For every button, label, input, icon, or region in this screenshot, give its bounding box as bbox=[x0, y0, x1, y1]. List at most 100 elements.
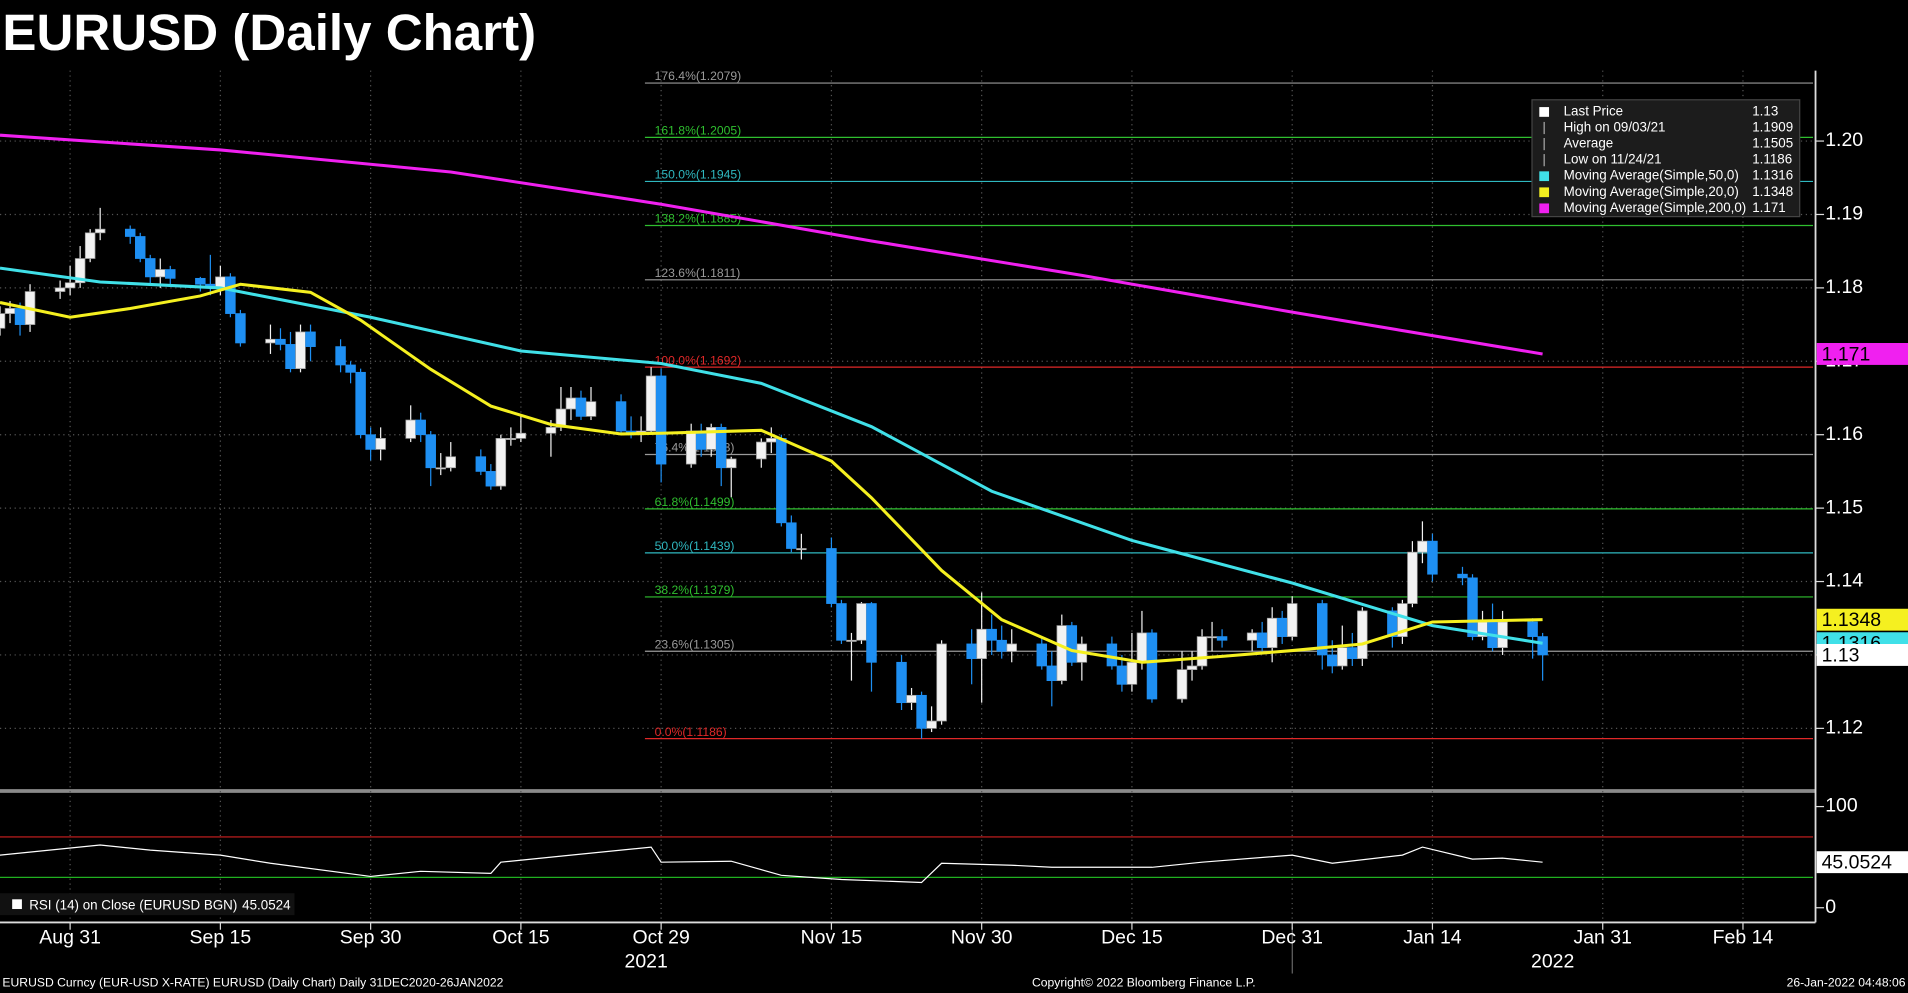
fib-label: 0.0%(1.1186) bbox=[655, 725, 727, 739]
candle-body bbox=[695, 430, 707, 450]
candle-body bbox=[966, 643, 977, 659]
x-tick-label: Dec 15 bbox=[1101, 926, 1163, 948]
legend-value: 1.171 bbox=[1752, 200, 1785, 215]
footer-left: EURUSD Curncy (EUR-USD X-RATE) EURUSD (D… bbox=[2, 975, 503, 989]
candle-body bbox=[235, 313, 246, 344]
rsi-line bbox=[0, 844, 1543, 884]
candle-body bbox=[435, 467, 446, 470]
moving-average-line bbox=[0, 266, 1543, 645]
rsi-y-tick-label: 100 bbox=[1825, 795, 1858, 817]
candle-body bbox=[976, 628, 987, 659]
legend-label: Moving Average(Simple,20,0) bbox=[1564, 184, 1739, 199]
y-tick-label: 1.20 bbox=[1825, 129, 1863, 151]
candle-body bbox=[1106, 643, 1118, 667]
candle-body bbox=[1126, 661, 1138, 685]
candle-body bbox=[285, 344, 296, 370]
candle-body bbox=[1347, 647, 1358, 659]
candle-body bbox=[1186, 665, 1198, 670]
candle-body bbox=[155, 269, 166, 278]
candle-body bbox=[1216, 636, 1228, 641]
fib-label: 100.0%(1.1692) bbox=[655, 353, 742, 367]
candle-body bbox=[1276, 617, 1288, 637]
candle-body bbox=[1246, 632, 1258, 641]
candle-body bbox=[756, 441, 767, 460]
ma-value-tag: 1.1348 bbox=[1822, 609, 1881, 631]
candle-body bbox=[1046, 665, 1058, 682]
candle-body bbox=[445, 456, 456, 469]
candle-body bbox=[1206, 636, 1218, 639]
x-tick-label: Sep 30 bbox=[340, 926, 402, 948]
candle-body bbox=[145, 258, 156, 278]
x-tick-label: Nov 15 bbox=[801, 926, 863, 948]
legend-swatch bbox=[1539, 107, 1550, 117]
candle-body bbox=[275, 338, 286, 345]
moving-average-line bbox=[0, 282, 1543, 664]
candle-body bbox=[1066, 625, 1078, 663]
legend-value: 1.13 bbox=[1752, 103, 1778, 118]
rsi-legend-box bbox=[0, 893, 295, 916]
candle-body bbox=[124, 228, 136, 237]
candle-body bbox=[565, 397, 577, 410]
candle-body bbox=[936, 643, 947, 722]
rsi-value-tag-box bbox=[1816, 851, 1908, 874]
candle-body bbox=[545, 427, 557, 434]
x-tick-label: Oct 15 bbox=[492, 926, 549, 948]
rsi-y-tick-label: 0 bbox=[1825, 896, 1836, 918]
x-tick-label: Oct 29 bbox=[632, 926, 689, 948]
candle-body bbox=[505, 438, 517, 440]
candle-body bbox=[655, 375, 667, 465]
y-tick-label: 1.18 bbox=[1825, 276, 1863, 298]
candle-body bbox=[1497, 621, 1508, 648]
fib-label: 161.8%(1.2005) bbox=[655, 124, 742, 138]
candle-body bbox=[295, 331, 306, 370]
candle-body bbox=[84, 232, 96, 259]
candle-body bbox=[906, 694, 917, 704]
legend-label: High on 09/03/21 bbox=[1564, 120, 1666, 135]
candle-body bbox=[225, 276, 236, 314]
y-tick-label: 1.15 bbox=[1825, 496, 1863, 518]
candle-body bbox=[1337, 647, 1348, 667]
candle-body bbox=[555, 408, 567, 428]
last-price-tag: 1.13 bbox=[1822, 644, 1860, 666]
fib-label: 61.8%(1.1499) bbox=[655, 495, 735, 509]
candle-body bbox=[1407, 551, 1418, 604]
candle-body bbox=[986, 628, 997, 641]
y-tick-label: 1.16 bbox=[1825, 423, 1863, 445]
rsi-value-tag: 45.0524 bbox=[1822, 852, 1892, 874]
legend-swatch bbox=[1539, 187, 1550, 198]
rsi-legend-value: 45.0524 bbox=[242, 897, 291, 912]
fib-label: 50.0%(1.1439) bbox=[655, 539, 735, 553]
candle-body bbox=[645, 375, 657, 432]
candle-body bbox=[715, 427, 727, 469]
candle-body bbox=[786, 522, 797, 549]
x-tick-label: Aug 31 bbox=[39, 926, 101, 948]
candle-body bbox=[1006, 643, 1017, 652]
candle-body bbox=[866, 603, 877, 663]
candle-body bbox=[64, 282, 76, 289]
legend-label: Last Price bbox=[1564, 103, 1623, 118]
chart-title: EURUSD (Daily Chart) bbox=[2, 4, 536, 61]
candle-body bbox=[896, 661, 907, 704]
legend-value: 1.1505 bbox=[1752, 136, 1793, 151]
candle-body bbox=[425, 434, 436, 469]
candle-body bbox=[1397, 603, 1408, 637]
candle-body bbox=[1266, 617, 1278, 648]
candle-body bbox=[515, 432, 527, 439]
fib-label: 123.6%(1.1811) bbox=[655, 266, 741, 280]
rsi-legend-label: RSI (14) on Close (EURUSD BGN) bbox=[29, 897, 237, 912]
legend-label: Moving Average(Simple,50,0) bbox=[1564, 168, 1739, 183]
legend-value: 1.1909 bbox=[1752, 120, 1793, 135]
candle-body bbox=[0, 313, 6, 329]
candle-body bbox=[1537, 636, 1548, 656]
legend-swatch bbox=[1539, 171, 1550, 182]
candle-body bbox=[195, 277, 206, 285]
candle-body bbox=[615, 401, 627, 432]
candle-body bbox=[1417, 540, 1428, 553]
x-tick-label: Jan 14 bbox=[1403, 926, 1462, 948]
fib-label: 23.6%(1.1305) bbox=[655, 637, 735, 651]
fib-label: 176.4%(1.2079) bbox=[655, 69, 742, 83]
candle-body bbox=[1036, 643, 1048, 667]
candle-body bbox=[1357, 610, 1368, 659]
candle-body bbox=[916, 694, 927, 729]
